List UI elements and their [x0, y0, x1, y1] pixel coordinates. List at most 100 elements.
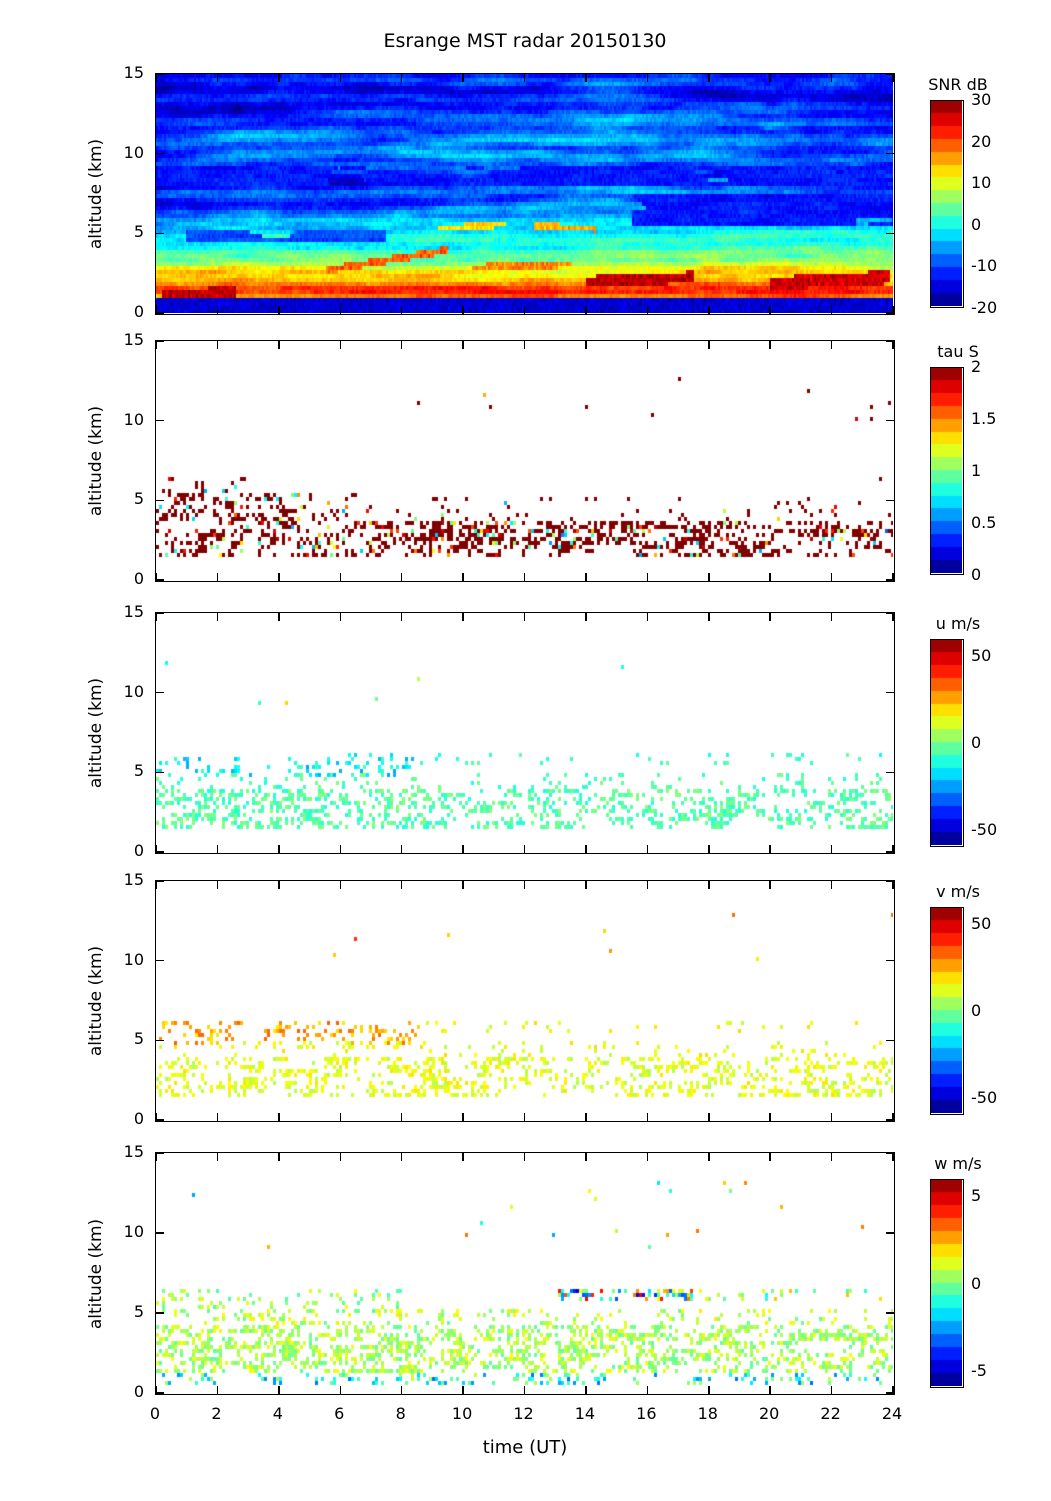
x-tick-mark-top: [769, 1153, 771, 1161]
x-tick-mark: [646, 573, 649, 581]
x-tick-mark: [830, 1113, 833, 1121]
x-tick-mark: [216, 845, 219, 853]
x-tick-mark-top: [523, 613, 526, 621]
x-tick-mark-top: [708, 1153, 710, 1161]
x-tick-mark: [278, 1386, 280, 1394]
y-tick-label: 15: [123, 870, 144, 889]
panel-v: altitude (km) v m/s 0 5 10 15 50 0 -50: [0, 870, 1051, 1128]
x-tick-mark-top: [278, 74, 280, 82]
x-tick-mark-top: [400, 1153, 403, 1161]
panel-w: altitude (km) w m/s time (UT) 0 2 4 6 8 10 12 1…: [0, 1142, 1051, 1458]
x-tick-mark: [339, 845, 341, 853]
x-tick-mark: [523, 845, 526, 853]
y-tick-mark-right: [886, 1392, 894, 1394]
x-tick-label: 22: [820, 1404, 841, 1423]
x-tick-mark-top: [830, 1153, 833, 1161]
y-tick-label: 10: [123, 142, 144, 162]
y-tick-mark: [156, 880, 164, 882]
x-tick-mark-top: [769, 613, 771, 621]
x-tick-label: 14: [574, 1404, 596, 1423]
x-tick-mark: [769, 1386, 771, 1394]
x-tick-mark: [769, 1113, 771, 1121]
colorbar-tick-label: 0: [971, 1001, 982, 1020]
x-tick-mark: [646, 1113, 649, 1121]
y-tick-label: 15: [123, 330, 144, 349]
y-tick-label: 10: [123, 409, 144, 429]
y-tick-mark: [156, 851, 164, 853]
y-tick-label: 15: [123, 1142, 144, 1161]
x-tick-label: 12: [513, 1404, 534, 1423]
x-tick-mark: [892, 1386, 894, 1394]
colorbar-gradient-u: [931, 640, 962, 845]
heatmap-tau: [156, 341, 893, 580]
colorbar-tick-label: -10: [971, 256, 998, 276]
y-tick-mark: [156, 73, 164, 75]
y-tick-label: 15: [123, 63, 144, 82]
y-tick-mark: [156, 1119, 164, 1121]
y-tick-mark-right: [886, 73, 894, 75]
panel-u: altitude (km) u m/s 0 5 10 15 50 0 -50: [0, 602, 1051, 860]
x-tick-mark: [646, 306, 649, 314]
x-tick-mark-top: [646, 74, 649, 82]
x-tick-mark: [462, 845, 464, 853]
x-tick-mark: [708, 1386, 710, 1394]
x-tick-mark-top: [400, 74, 403, 82]
x-tick-mark: [462, 1113, 464, 1121]
x-tick-mark-top: [216, 613, 219, 621]
y-tick-label: 10: [123, 1222, 144, 1241]
x-tick-mark-top: [892, 881, 894, 889]
x-tick-mark-top: [585, 1153, 587, 1161]
colorbar-tick-label: 10: [971, 173, 992, 193]
y-tick-label: 5: [133, 489, 144, 509]
x-tick-mark-top: [400, 613, 403, 621]
y-tick-mark: [156, 312, 164, 314]
x-tick-mark: [462, 573, 464, 581]
x-tick-mark-top: [278, 881, 280, 889]
x-tick-mark-top: [216, 1153, 219, 1161]
x-tick-mark-top: [462, 1153, 464, 1161]
x-tick-mark-top: [339, 613, 341, 621]
x-tick-mark: [585, 306, 587, 314]
x-tick-mark-top: [892, 74, 894, 82]
y-tick-mark: [156, 1312, 164, 1314]
y-tick-label: 5: [133, 1302, 144, 1321]
x-tick-mark-top: [708, 341, 710, 349]
y-tick-mark: [156, 419, 164, 422]
x-tick-mark-top: [892, 341, 894, 349]
colorbar-title-snr: SNR dB: [928, 75, 988, 94]
x-tick-mark-top: [216, 341, 219, 349]
colorbar-gradient-v: [931, 908, 962, 1113]
y-tick-mark: [156, 1152, 164, 1154]
y-tick-mark-right: [886, 771, 894, 774]
x-tick-mark: [400, 573, 403, 581]
x-tick-mark: [216, 1386, 219, 1394]
x-tick-mark-top: [830, 613, 833, 621]
y-tick-mark-right: [886, 1312, 894, 1314]
x-tick-mark: [339, 573, 341, 581]
x-tick-mark: [400, 306, 403, 314]
x-tick-mark: [278, 1113, 280, 1121]
x-tick-mark-top: [646, 1153, 649, 1161]
y-tick-mark-right: [886, 1039, 894, 1042]
colorbar-tick-label: 0: [971, 733, 982, 752]
colorbar-tick-label: -5: [971, 1360, 987, 1380]
colorbar-gradient-w: [931, 1180, 962, 1386]
x-tick-label: 8: [395, 1404, 406, 1423]
colorbar-tick-label: 1: [971, 461, 982, 480]
x-tick-mark: [585, 573, 587, 581]
y-tick-mark-right: [886, 851, 894, 853]
y-tick-mark: [156, 579, 164, 581]
colorbar-tick-label: 0.5: [971, 513, 997, 532]
x-tick-mark-top: [585, 74, 587, 82]
x-tick-mark: [216, 306, 219, 314]
x-tick-mark: [646, 1386, 649, 1394]
colorbar-tick-label: 1.5: [971, 409, 997, 428]
colorbar-gradient-tau: [931, 368, 962, 573]
x-tick-mark: [769, 573, 771, 581]
colorbar-u: [930, 639, 964, 847]
y-tick-label: 0: [133, 841, 144, 860]
x-tick-mark: [278, 306, 280, 314]
colorbar-tick-label: -20: [971, 298, 998, 317]
y-tick-label: 10: [123, 949, 144, 969]
